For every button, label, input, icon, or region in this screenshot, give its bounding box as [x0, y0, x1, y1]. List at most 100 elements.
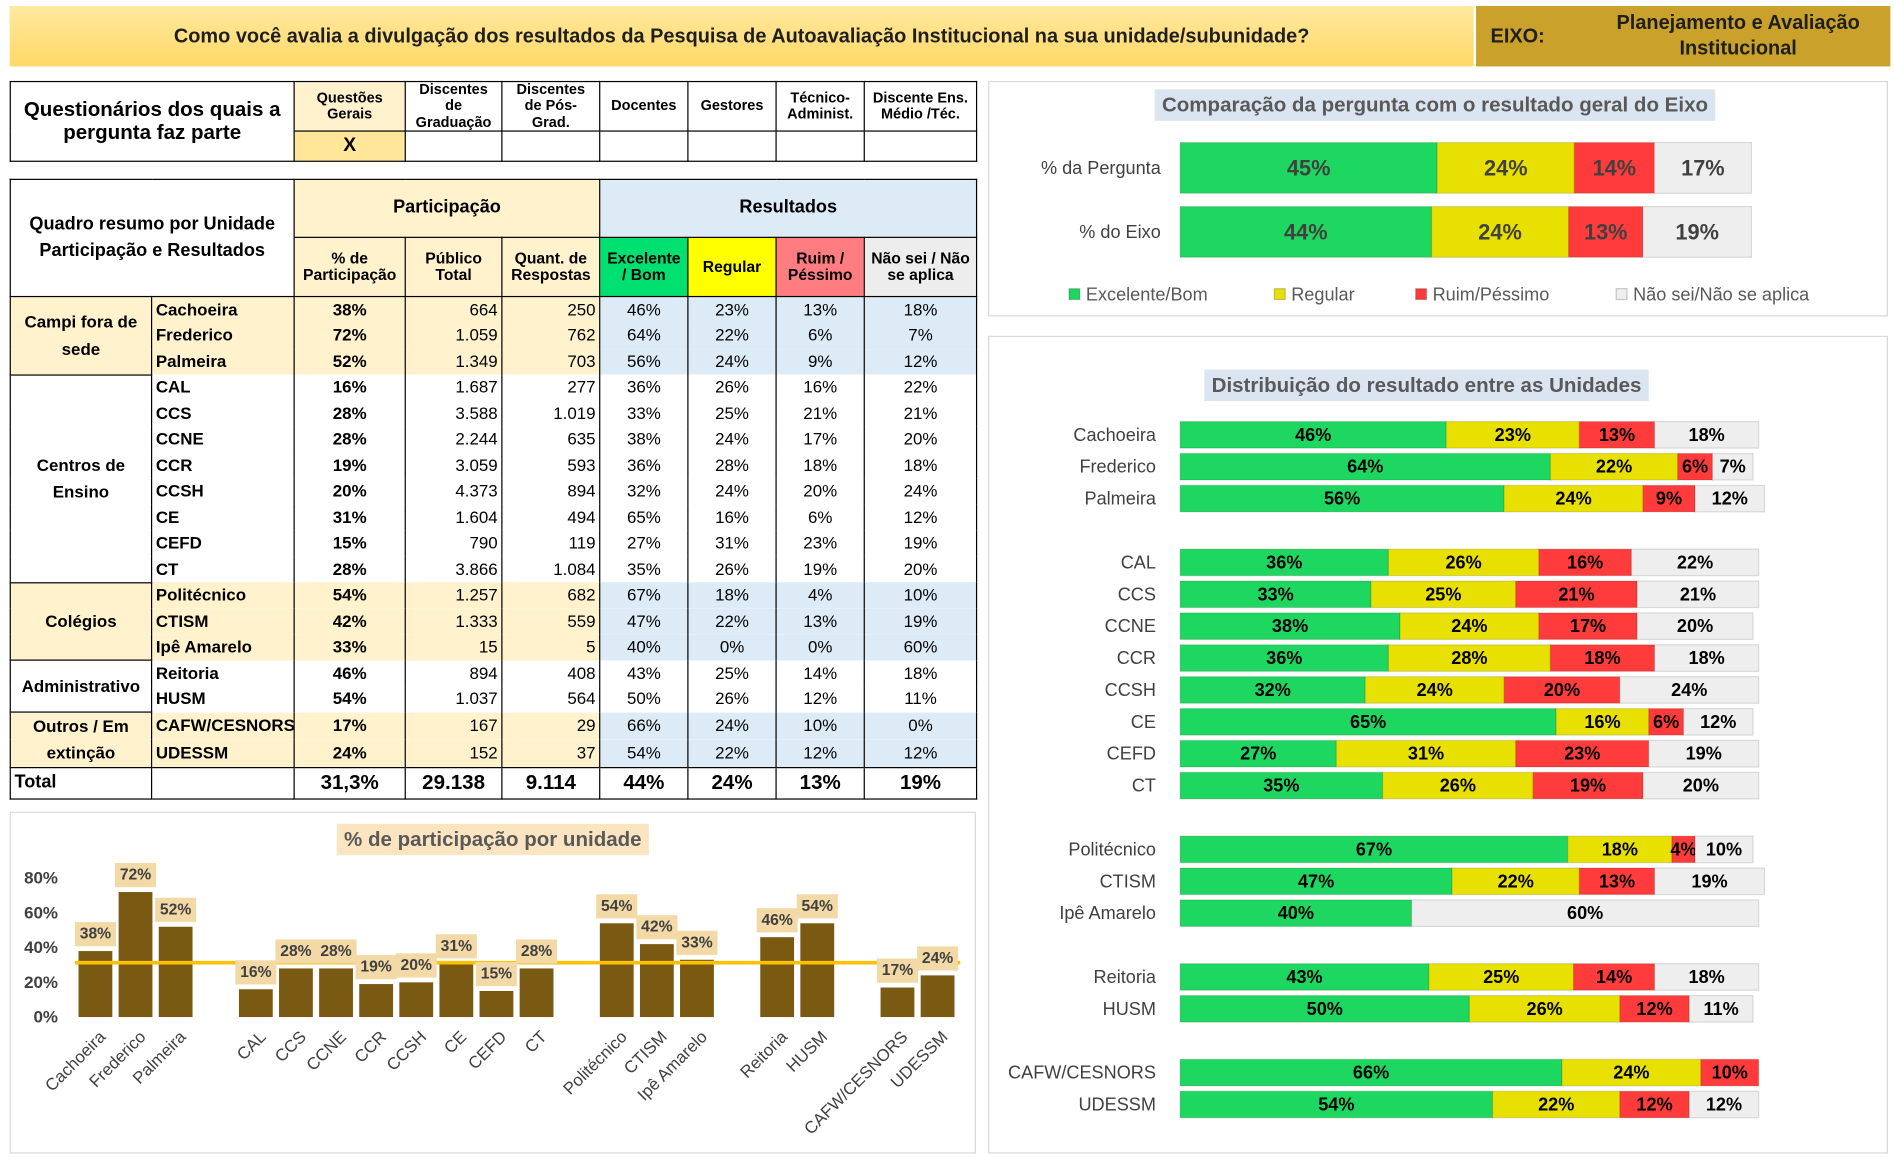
category-label: CCR — [1117, 648, 1156, 668]
bar — [880, 987, 915, 1018]
data-label: 67% — [1356, 839, 1392, 859]
data-label: 20% — [1677, 616, 1713, 636]
bar-segment — [1515, 580, 1638, 609]
data-label: 11% — [1703, 999, 1738, 1019]
table-cell: 15% — [293, 530, 406, 557]
bar — [158, 926, 193, 1018]
data-label: 18% — [1689, 648, 1725, 668]
data-label: 24% — [1484, 155, 1528, 180]
data-label: 13% — [1584, 219, 1628, 244]
bar — [118, 892, 153, 1018]
bar-segment — [1549, 452, 1679, 481]
bar-segment — [1572, 963, 1656, 991]
bar-segment — [1179, 994, 1471, 1023]
bar-segment — [1179, 580, 1372, 609]
table-cell: 494 — [501, 504, 601, 531]
column-header: Regular — [687, 236, 777, 298]
group-name: Centros de Ensino — [9, 373, 153, 583]
table-row: Quadro resumo por Unidade Participação e… — [9, 178, 978, 298]
data-label: 46% — [1295, 425, 1331, 445]
bar-segment — [1636, 580, 1760, 609]
unit-name: CT — [151, 556, 295, 583]
data-label: 17% — [1681, 155, 1725, 180]
group-header: Resultados — [599, 178, 978, 238]
bar-segment — [1648, 739, 1760, 768]
chart-title: Comparação da pergunta com o resultado g… — [1162, 94, 1708, 117]
questionnaire-mark — [687, 130, 777, 162]
data-label-bg — [917, 946, 959, 971]
data-label-bg — [435, 934, 477, 959]
table-cell: 9% — [775, 348, 865, 375]
data-label: 12% — [1636, 1095, 1672, 1115]
table-row: Campi fora de sede Cachoeira 38% 664 250 46% 2… — [9, 295, 978, 376]
table-cell: 20% — [775, 478, 865, 505]
bar-segment — [1567, 835, 1673, 864]
y-tick-label: 60% — [24, 903, 58, 922]
table-cell: 17% — [775, 426, 865, 453]
unit-name: UDESSM — [151, 739, 295, 768]
table-cell: 64% — [599, 322, 689, 349]
x-tick-label: CEFD — [464, 1027, 510, 1073]
y-tick-label: 80% — [24, 869, 58, 888]
data-label: 19% — [1570, 776, 1606, 796]
participation-panel — [9, 811, 976, 1154]
bar-segment — [1382, 771, 1534, 800]
chart-title-bg — [1204, 369, 1649, 402]
data-label-bg — [235, 960, 277, 985]
table-cell: 12% — [863, 504, 978, 531]
category-label: % do Eixo — [1079, 222, 1161, 242]
table-row: Colégios Politécnico 54% 1.257 682 67% 18% 4% 10… — [9, 581, 978, 661]
data-label: 28% — [521, 943, 552, 960]
question-title: Como você avalia a divulgação dos result… — [173, 24, 1310, 47]
data-label: 27% — [1240, 744, 1276, 764]
table-cell: 26% — [687, 374, 777, 401]
table-row: CE 31% 1.604 494 65% 16% 6% 12% — [10, 504, 978, 531]
table-cell: 19% — [775, 556, 865, 583]
x-tick-label: CAL — [233, 1027, 270, 1064]
y-tick-label: 0% — [34, 1008, 58, 1027]
chart-title: % de participação por unidade — [344, 828, 642, 851]
summary-table: Quadro resumo por Unidade Participação e… — [9, 178, 978, 800]
data-label: 24% — [1478, 219, 1522, 244]
data-label-bg — [155, 897, 197, 922]
data-label: 52% — [160, 901, 191, 918]
x-tick-label: CCSH — [383, 1027, 430, 1074]
data-label: 60% — [1567, 903, 1603, 923]
data-label: 21% — [1558, 584, 1594, 604]
table-cell: 4.373 — [404, 478, 503, 505]
table-cell: 1.059 — [404, 322, 503, 349]
table-row: UDESSM 24% 152 37 54% 22% 12% 12% — [10, 739, 978, 768]
table-cell: 3.588 — [404, 400, 503, 427]
eixo-box: EIXO: Planejamento e Avaliação Instituci… — [1476, 6, 1891, 67]
bar-segment — [1700, 1058, 1760, 1087]
total-cell: 9.114 — [501, 766, 601, 800]
bar-segment — [1179, 205, 1433, 258]
unit-name: CAFW/CESNORS — [151, 712, 295, 740]
data-label: 31% — [1408, 744, 1444, 764]
y-tick-label: 20% — [24, 973, 58, 992]
data-label: 50% — [1307, 999, 1343, 1019]
questionnaire-column: Docentes — [599, 80, 689, 132]
table-cell: 32% — [599, 478, 689, 505]
category-label: CCSH — [1105, 680, 1156, 700]
bar-segment — [1694, 835, 1754, 864]
questionnaire-mark — [404, 130, 503, 162]
group-name: Campi fora de sede — [9, 295, 153, 376]
bar-segment — [1568, 205, 1644, 258]
data-label: 47% — [1298, 871, 1334, 891]
data-label: 15% — [481, 966, 512, 983]
bar-segment — [1364, 676, 1505, 704]
data-label: 22% — [1677, 552, 1713, 572]
total-cell: 19% — [863, 766, 978, 800]
table-cell: 152 — [404, 739, 503, 768]
bar-segment — [1688, 1090, 1760, 1119]
x-tick-label: CCNE — [303, 1027, 350, 1074]
bar-segment — [1578, 420, 1656, 449]
table-cell: 4% — [775, 582, 865, 609]
bar-segment — [1555, 707, 1650, 736]
table-cell: 6% — [775, 504, 865, 531]
category-label: Ipê Amarelo — [1059, 903, 1156, 923]
data-label: 72% — [120, 867, 151, 884]
data-label-bg — [475, 962, 517, 987]
